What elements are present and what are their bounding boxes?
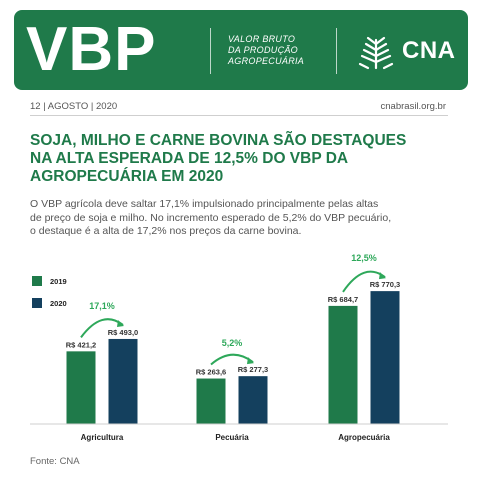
growth-arrowhead-Pecuária bbox=[247, 357, 254, 365]
growth-arrowhead-Agropecuária bbox=[379, 272, 386, 280]
subtitle-line: AGROPECUÁRIA bbox=[228, 56, 305, 66]
header-divider bbox=[336, 28, 337, 74]
header-divider bbox=[210, 28, 211, 74]
category-label-Agropecuária: Agropecuária bbox=[338, 433, 390, 442]
legend-swatch-2019 bbox=[32, 276, 42, 286]
headline-line: NA ALTA ESPERADA DE 12,5% DO VBP DA bbox=[30, 150, 349, 167]
cna-brand: CNA bbox=[402, 37, 456, 64]
headline-line: SOJA, MILHO E CARNE BOVINA SÃO DESTAQUES bbox=[30, 132, 407, 149]
body-line: O VBP agrícola deve saltar 17,1% impulsi… bbox=[30, 198, 379, 210]
legend-swatch-2020 bbox=[32, 298, 42, 308]
headline: SOJA, MILHO E CARNE BOVINA SÃO DESTAQUES… bbox=[30, 132, 450, 186]
bar-Agricultura-2019 bbox=[66, 351, 96, 424]
subtitle-line: DA PRODUÇÃO bbox=[228, 45, 298, 55]
body-line: de preço de soja e milho. No incremento … bbox=[30, 211, 392, 224]
bar-Agropecuária-2020 bbox=[370, 291, 400, 424]
bar-Pecuária-2020 bbox=[238, 376, 268, 424]
body-text: O VBP agrícola deve saltar 17,1% impulsi… bbox=[30, 198, 450, 239]
data-label-Agropecuária-2019: R$ 684,7 bbox=[328, 295, 358, 304]
vbp-title: VBP bbox=[26, 15, 157, 84]
data-label-Pecuária-2020: R$ 277,3 bbox=[238, 365, 268, 374]
source-note: Fonte: CNA bbox=[30, 456, 80, 467]
growth-label-Agricultura: 17,1% bbox=[89, 301, 115, 311]
website-link[interactable]: cnabrasil.org.br bbox=[380, 101, 446, 112]
growth-label-Pecuária: 5,2% bbox=[222, 338, 243, 348]
header-banner: VBP VALOR BRUTO DA PRODUÇÃO AGROPECUÁRIA… bbox=[14, 10, 468, 90]
growth-arrow-Pecuária bbox=[210, 353, 254, 366]
bar-Pecuária-2019 bbox=[196, 378, 226, 424]
category-label-Pecuária: Pecuária bbox=[215, 433, 249, 442]
growth-arrowhead-Agricultura bbox=[117, 319, 124, 327]
header-subtitle: VALOR BRUTO DA PRODUÇÃO AGROPECUÁRIA bbox=[228, 34, 304, 67]
data-label-Agricultura-2019: R$ 421,2 bbox=[66, 340, 96, 349]
growth-label-Agropecuária: 12,5% bbox=[351, 253, 377, 263]
bar-Agricultura-2020 bbox=[108, 338, 138, 424]
cna-wheat-icon bbox=[358, 36, 394, 70]
bar-Agropecuária-2019 bbox=[328, 305, 358, 424]
data-label-Pecuária-2019: R$ 263,6 bbox=[196, 368, 226, 377]
legend-label-2020: 2020 bbox=[50, 299, 67, 308]
legend-label-2019: 2019 bbox=[50, 277, 67, 286]
body-line: o destaque é a alta de 17,2% nos preços … bbox=[30, 225, 302, 237]
publication-date: 12 | AGOSTO | 2020 bbox=[30, 101, 118, 112]
data-label-Agricultura-2020: R$ 493,0 bbox=[108, 328, 138, 337]
subtitle-line: VALOR BRUTO bbox=[228, 34, 296, 44]
category-label-Agricultura: Agricultura bbox=[81, 433, 124, 442]
divider-line bbox=[30, 115, 448, 116]
data-label-Agropecuária-2020: R$ 770,3 bbox=[370, 280, 400, 289]
headline-line: AGROPECUÁRIA EM 2020 bbox=[30, 168, 224, 185]
